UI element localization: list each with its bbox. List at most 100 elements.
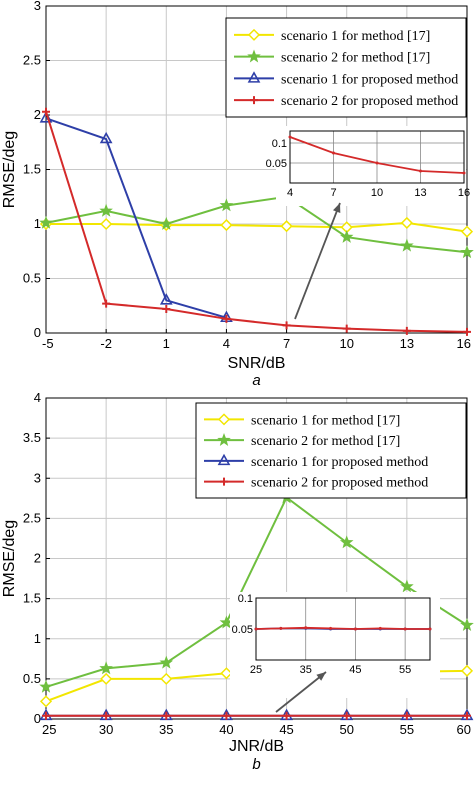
data-point-series-2 xyxy=(99,661,113,675)
y-tick-label: 0.5 xyxy=(23,671,41,686)
legend-entry-label: scenario 2 for method [17] xyxy=(251,434,400,449)
data-point-series-3 xyxy=(159,293,173,305)
panel-label: a xyxy=(252,372,260,389)
data-point-series-4 xyxy=(402,326,411,335)
chart-panel-a: -5 -2 1 4 7 10 13 16 0 0.5 1 1.5 2 2.5 3 scenario 1 for… xyxy=(1,0,474,389)
y-tick-label: 2 xyxy=(34,551,41,566)
x-tick-label: 7 xyxy=(283,336,290,351)
data-point-series-1 xyxy=(39,695,53,708)
data-point-series-1 xyxy=(280,220,293,233)
inset-background xyxy=(230,592,440,698)
data-point-series-4 xyxy=(282,711,291,720)
y-tick-label: 1 xyxy=(34,631,41,646)
data-point-series-4 xyxy=(102,711,111,720)
inset-data-point xyxy=(304,626,308,630)
y-tick-label: 1.5 xyxy=(23,591,41,606)
data-point-series-2 xyxy=(460,245,474,259)
x-tick-label: 55 xyxy=(400,722,414,737)
inset-arrow-shaft xyxy=(294,202,341,320)
data-point-series-4 xyxy=(342,324,351,333)
data-point-series-4 xyxy=(222,711,231,720)
inset-data-point xyxy=(254,627,258,631)
x-tick-label: 30 xyxy=(99,722,113,737)
legend-entry-label: scenario 1 for proposed method xyxy=(251,455,428,470)
data-point-series-4 xyxy=(102,299,111,308)
legend-entry-label: scenario 1 for method [17] xyxy=(251,413,400,428)
panel-label: b xyxy=(252,756,260,773)
x-tick-label: 35 xyxy=(159,722,173,737)
data-point-series-4 xyxy=(402,711,411,720)
inset-data-point xyxy=(462,171,466,175)
data-point-series-1 xyxy=(220,219,233,232)
x-axis-label: SNR/dB xyxy=(228,355,286,372)
data-point-series-2 xyxy=(400,238,414,252)
inset-arrow-head xyxy=(333,203,341,213)
data-point-series-1 xyxy=(100,217,113,231)
inset-data-point xyxy=(329,626,333,630)
inset-x-tick-label: 10 xyxy=(371,187,383,199)
legend-entry-label: scenario 1 for method [17] xyxy=(281,29,430,44)
data-point-series-1 xyxy=(220,667,233,680)
inset-data-point xyxy=(332,151,335,155)
data-point-series-4 xyxy=(162,711,171,720)
inset-data-point xyxy=(353,627,357,631)
inset-background xyxy=(276,126,466,206)
x-tick-label: 25 xyxy=(42,722,56,737)
data-point-series-2 xyxy=(39,215,53,229)
chart-panel-b: 25 30 35 40 45 50 55 60 0 0.5 1 1.5 2 2.5 3 3.5 4 scenari… xyxy=(1,390,474,773)
legend-entry-label: scenario 2 for proposed method xyxy=(281,94,458,109)
x-tick-label: -2 xyxy=(100,336,112,351)
inset-frame xyxy=(289,130,465,184)
data-point-series-4 xyxy=(222,314,231,323)
data-point-series-2 xyxy=(400,579,414,593)
y-tick-label: 0 xyxy=(34,325,41,340)
inset-x-tick-label: 45 xyxy=(349,664,361,676)
inset-data-point xyxy=(419,169,422,173)
series-line-2 xyxy=(45,495,468,688)
y-tick-label: 3 xyxy=(34,470,41,485)
data-point-series-1 xyxy=(100,672,113,685)
x-tick-label: -5 xyxy=(42,336,54,351)
data-point-series-2 xyxy=(339,535,354,549)
x-tick-label: 13 xyxy=(400,336,414,351)
data-point-series-4 xyxy=(463,711,471,720)
series-line-2 xyxy=(45,195,468,254)
inset-x-tick-label: 4 xyxy=(287,187,293,199)
legend-entry-label: scenario 2 for proposed method xyxy=(251,476,428,491)
x-tick-label: 45 xyxy=(279,722,293,737)
inset-data-point xyxy=(403,627,407,631)
legend-entry-label: scenario 2 for method [17] xyxy=(281,51,430,66)
series-line-4 xyxy=(45,111,468,333)
inset-data-point xyxy=(288,135,292,139)
data-point-series-2 xyxy=(159,216,174,230)
inset-data-point xyxy=(378,626,382,630)
inset-data-point xyxy=(375,161,379,165)
data-point-series-1 xyxy=(460,225,474,238)
inset-arrow-shaft xyxy=(275,671,327,713)
plot-frame xyxy=(45,5,468,334)
data-point-series-2 xyxy=(219,198,234,212)
y-axis-label: RMSE/deg xyxy=(1,520,18,597)
legend-marker xyxy=(217,413,231,426)
data-point-series-1 xyxy=(160,672,173,685)
data-point-series-4 xyxy=(342,711,351,720)
data-point-series-3 xyxy=(99,131,113,144)
series-line-1 xyxy=(46,221,468,233)
x-tick-label: 4 xyxy=(223,336,230,351)
x-tick-label: 1 xyxy=(163,336,170,351)
legend-marker xyxy=(217,432,231,446)
inset-series-line-2 xyxy=(255,626,430,630)
data-point-series-2 xyxy=(460,617,474,631)
legend-marker xyxy=(247,71,261,83)
x-axis-label: JNR/dB xyxy=(229,738,284,755)
data-point-series-4 xyxy=(42,711,50,720)
inset-x-tick-label: 55 xyxy=(399,664,411,676)
data-point-series-4 xyxy=(463,327,471,336)
data-point-series-1 xyxy=(460,664,474,677)
y-tick-label: 2.5 xyxy=(23,53,41,68)
y-tick-label: 0 xyxy=(34,711,41,726)
y-axis-label: RMSE/deg xyxy=(1,131,18,208)
legend-entry-label: scenario 1 for proposed method xyxy=(281,72,458,87)
